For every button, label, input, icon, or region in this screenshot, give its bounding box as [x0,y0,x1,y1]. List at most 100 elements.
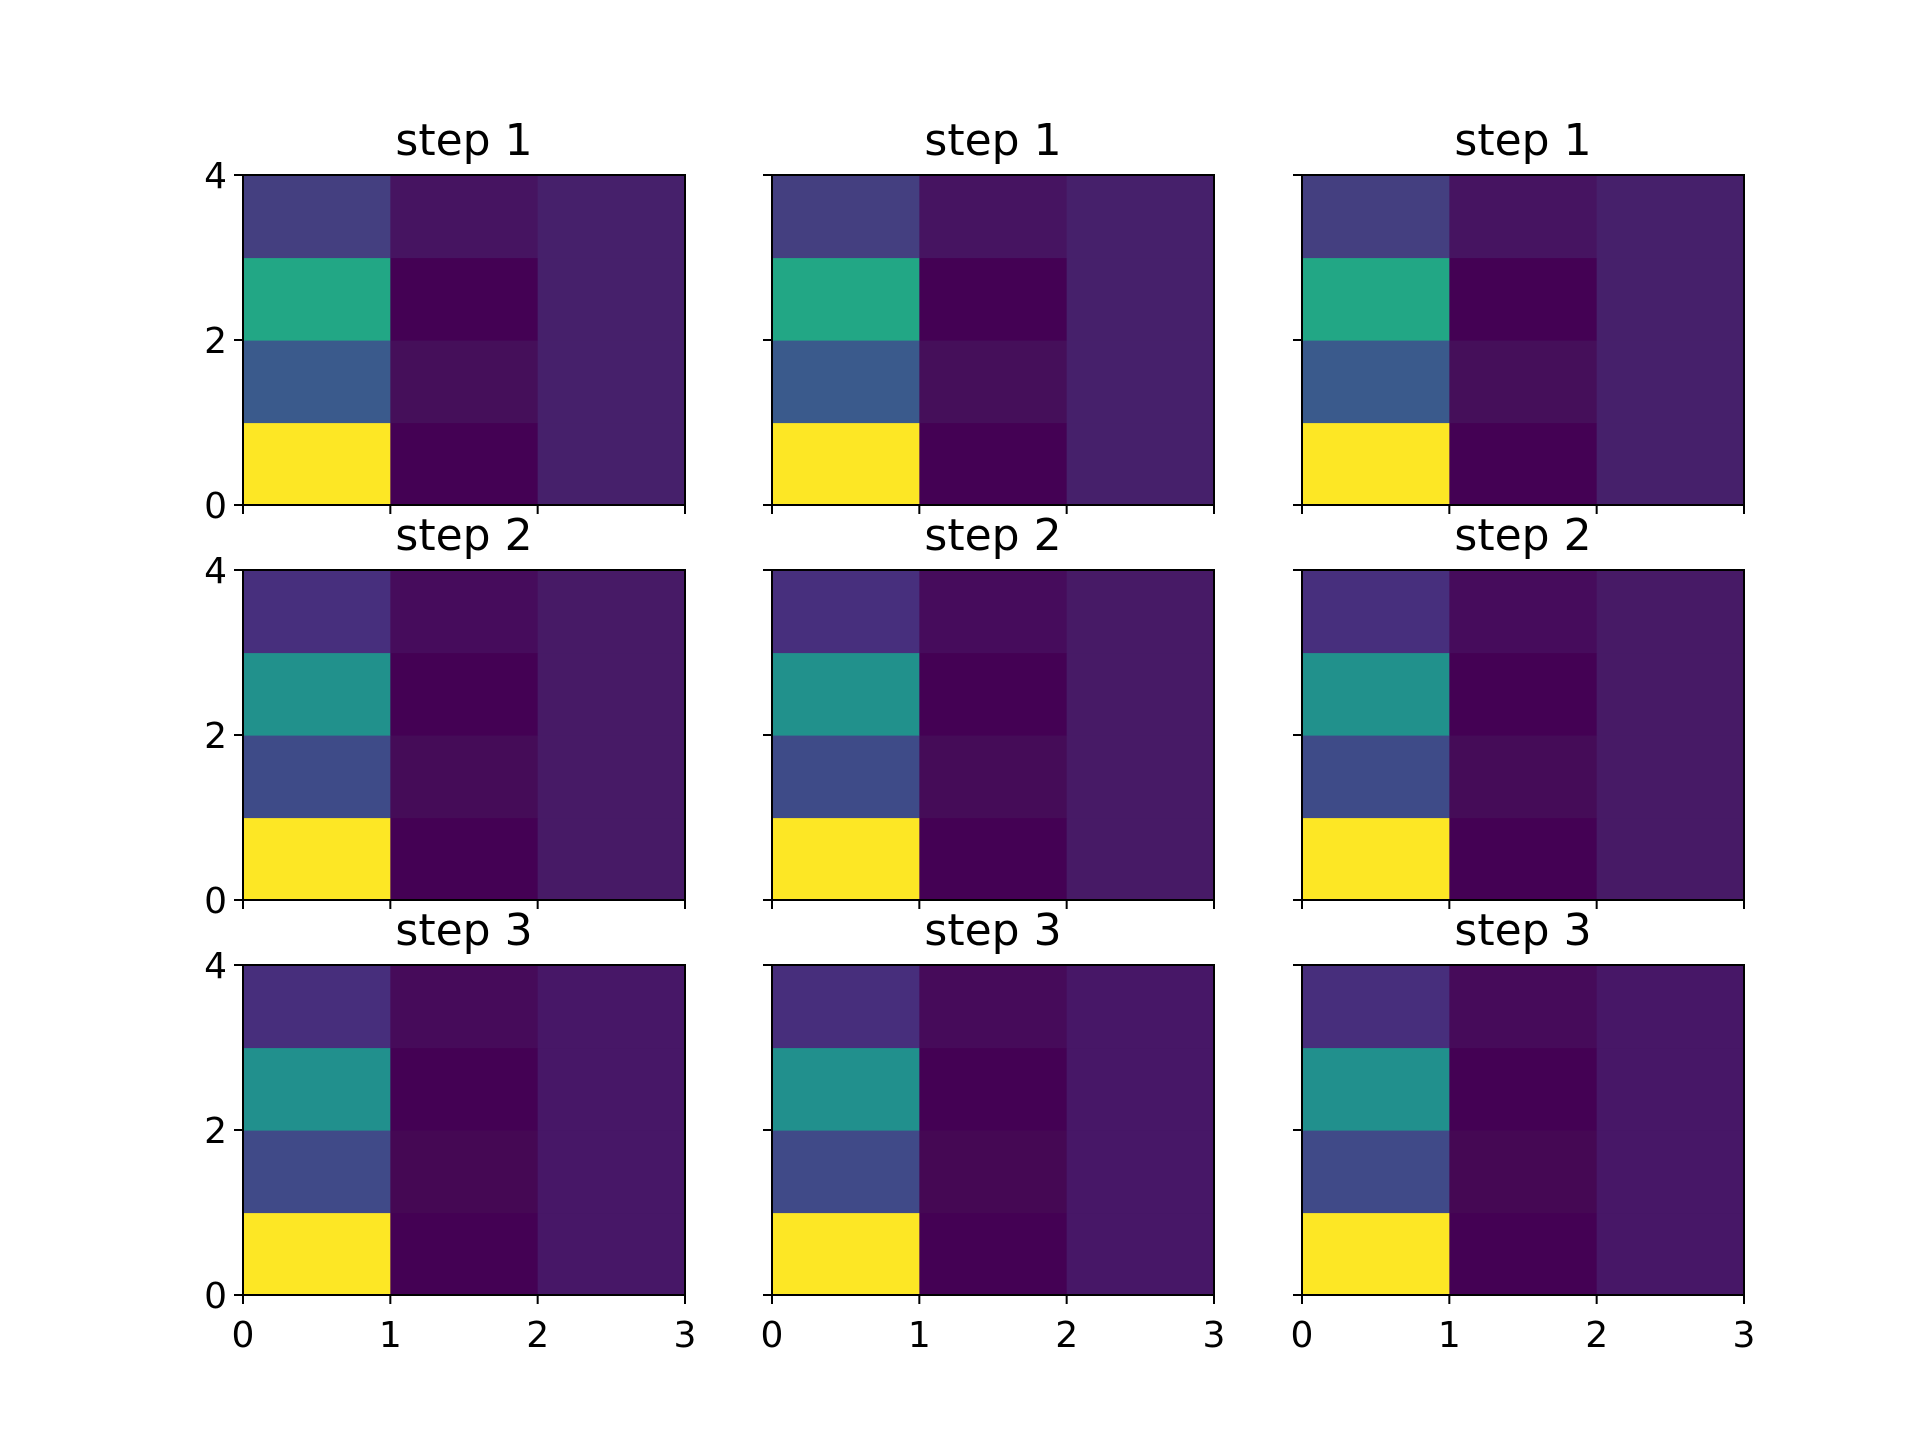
heatmap-cell [772,1212,920,1296]
heatmap-cell [243,570,391,654]
x-tick-label: 1 [379,1315,402,1356]
y-tick-label: 4 [204,156,227,197]
heatmap-cell [1302,175,1450,259]
heatmap-cell [390,1047,539,1131]
heatmap-cell [537,422,686,506]
x-tick-label: 1 [1438,1315,1461,1356]
heatmap-cell [919,817,1068,901]
heatmap-cell [390,175,539,259]
heatmap-panel: 0 2 4 step 2 [204,510,686,922]
heatmap-cell [1449,340,1598,424]
heatmap-cell [772,1047,920,1131]
y-tick-label: 0 [204,881,227,922]
heatmap-cell [1066,652,1215,736]
heatmap-cell [537,817,686,901]
heatmap-panel: 0 1 2 3 step 3 [761,905,1226,1356]
heatmap-cell [1066,1212,1215,1296]
panel-title: step 2 [1454,510,1591,561]
heatmap-cell [919,175,1068,259]
x-tick-label: 3 [674,1315,697,1356]
heatmap-panel: step 2 [1293,510,1745,909]
heatmap-cell [1302,735,1450,819]
panel-title: step 1 [395,115,532,166]
heatmap-cell [919,257,1068,341]
heatmap-cell [1302,1130,1450,1214]
heatmap-cell [772,570,920,654]
heatmap-cell [390,817,539,901]
heatmap-cell [1302,340,1450,424]
x-tick-label: 0 [761,1315,784,1356]
heatmap-cell [390,257,539,341]
heatmap-cell [1596,965,1745,1049]
heatmap-cell [772,340,920,424]
heatmap-cell [772,817,920,901]
heatmap-cell [1449,652,1598,736]
heatmap-cell [1449,1212,1598,1296]
heatmap-cell [1449,422,1598,506]
heatmap-cell [537,1212,686,1296]
heatmap-cell [1449,735,1598,819]
heatmap-cell [919,422,1068,506]
heatmap-cell [537,175,686,259]
x-tick-label: 2 [526,1315,549,1356]
heatmap-cell [1449,1047,1598,1131]
heatmap-cell [1596,817,1745,901]
heatmap-cell [1302,1212,1450,1296]
panel-title: step 1 [1454,115,1591,166]
heatmap-cell [1596,735,1745,819]
heatmap-cell [537,965,686,1049]
heatmap-cell [1302,965,1450,1049]
heatmap-cell [243,1130,391,1214]
heatmap-cell [1596,1212,1745,1296]
y-tick-label: 2 [204,321,227,362]
heatmap-cell [919,1212,1068,1296]
x-tick-label: 1 [908,1315,931,1356]
heatmap-cell [1449,817,1598,901]
panel-title: step 3 [1454,905,1591,956]
heatmap-cell [243,1212,391,1296]
heatmap-cell [243,817,391,901]
heatmap-cell [919,652,1068,736]
heatmap-cell [537,1047,686,1131]
heatmap-cell [390,1212,539,1296]
heatmap-cell [243,652,391,736]
heatmap-cell [390,1130,539,1214]
heatmap-cell [390,570,539,654]
heatmap-cell [1596,1047,1745,1131]
heatmap-cell [772,652,920,736]
heatmap-cell [1302,817,1450,901]
heatmap-cell [1302,1047,1450,1131]
heatmap-cell [537,735,686,819]
y-tick-label: 2 [204,1111,227,1152]
y-tick-label: 2 [204,716,227,757]
heatmap-cell [1066,422,1215,506]
heatmap-cell [390,735,539,819]
heatmap-cell [243,735,391,819]
heatmap-cell [1302,257,1450,341]
heatmap-cell [1302,652,1450,736]
panel-title: step 2 [924,510,1061,561]
heatmap-cell [1066,340,1215,424]
heatmap-cell [919,1130,1068,1214]
heatmap-cell [1449,1130,1598,1214]
heatmap-cell [243,257,391,341]
x-tick-label: 2 [1585,1315,1608,1356]
heatmap-cell [390,340,539,424]
heatmap-cell [772,735,920,819]
heatmap-cell [1449,570,1598,654]
x-tick-label: 3 [1203,1315,1226,1356]
heatmap-panel: 0 2 4 step 1 [204,115,686,527]
heatmap-cell [1596,422,1745,506]
x-tick-label: 0 [1291,1315,1314,1356]
heatmap-panel: step 1 [1293,115,1745,514]
heatmap-cell [1596,257,1745,341]
heatmap-cell [537,652,686,736]
y-tick-label: 0 [204,486,227,527]
heatmap-cell [243,1047,391,1131]
heatmap-cell [919,965,1068,1049]
heatmap-cell [772,175,920,259]
heatmap-panel: 0 1 2 3 step 3 [1291,905,1756,1356]
x-tick-label: 0 [232,1315,255,1356]
heatmap-cell [919,570,1068,654]
